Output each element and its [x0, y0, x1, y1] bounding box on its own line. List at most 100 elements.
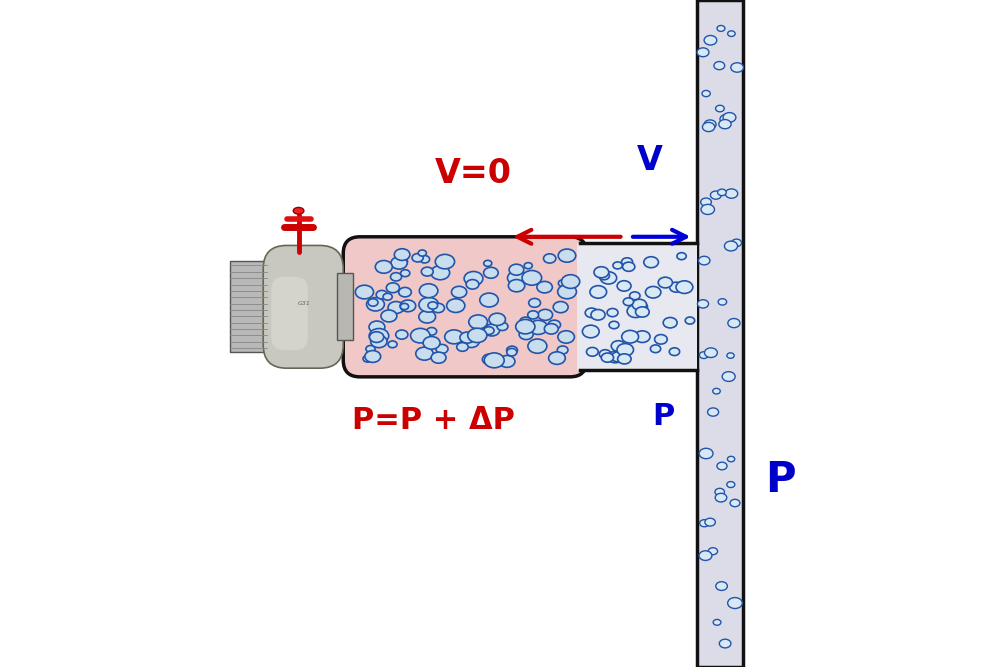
- Ellipse shape: [419, 297, 439, 312]
- Ellipse shape: [508, 271, 527, 285]
- Ellipse shape: [363, 356, 372, 362]
- Ellipse shape: [590, 285, 607, 298]
- Ellipse shape: [432, 303, 444, 313]
- Ellipse shape: [705, 518, 715, 526]
- Ellipse shape: [499, 356, 515, 368]
- Ellipse shape: [369, 329, 389, 344]
- FancyBboxPatch shape: [263, 245, 343, 368]
- Ellipse shape: [722, 372, 735, 382]
- Ellipse shape: [699, 448, 713, 459]
- Ellipse shape: [730, 500, 740, 507]
- Ellipse shape: [701, 198, 711, 206]
- Ellipse shape: [623, 262, 635, 271]
- Ellipse shape: [644, 257, 658, 267]
- Ellipse shape: [528, 339, 547, 354]
- Text: P: P: [652, 402, 675, 432]
- Ellipse shape: [715, 488, 724, 496]
- Ellipse shape: [391, 257, 407, 269]
- Bar: [697, 0, 743, 667]
- Ellipse shape: [728, 598, 742, 608]
- Ellipse shape: [732, 239, 742, 247]
- Ellipse shape: [717, 25, 725, 31]
- Ellipse shape: [529, 298, 541, 307]
- Ellipse shape: [463, 336, 479, 348]
- Ellipse shape: [699, 551, 712, 560]
- Ellipse shape: [636, 302, 647, 311]
- Ellipse shape: [399, 287, 411, 297]
- Ellipse shape: [728, 31, 735, 37]
- Ellipse shape: [401, 269, 410, 277]
- Text: P: P: [765, 460, 795, 501]
- Ellipse shape: [561, 275, 580, 288]
- Ellipse shape: [718, 189, 726, 195]
- Ellipse shape: [553, 301, 568, 313]
- Ellipse shape: [699, 352, 708, 359]
- Ellipse shape: [719, 119, 731, 129]
- Ellipse shape: [524, 263, 532, 269]
- Ellipse shape: [697, 299, 709, 308]
- Ellipse shape: [537, 281, 552, 293]
- Ellipse shape: [698, 256, 710, 265]
- Text: G31: G31: [298, 301, 311, 306]
- Ellipse shape: [516, 319, 535, 334]
- FancyBboxPatch shape: [271, 277, 308, 350]
- Ellipse shape: [468, 328, 487, 343]
- Ellipse shape: [370, 331, 384, 342]
- Ellipse shape: [558, 285, 576, 299]
- Ellipse shape: [708, 548, 718, 555]
- Ellipse shape: [544, 323, 558, 334]
- Ellipse shape: [421, 267, 433, 276]
- Ellipse shape: [436, 344, 448, 354]
- Ellipse shape: [376, 290, 388, 299]
- Ellipse shape: [558, 331, 574, 343]
- Ellipse shape: [394, 249, 410, 260]
- Ellipse shape: [558, 249, 576, 262]
- Ellipse shape: [367, 297, 384, 311]
- Ellipse shape: [725, 189, 738, 198]
- Ellipse shape: [484, 260, 492, 266]
- Ellipse shape: [507, 348, 517, 356]
- Ellipse shape: [617, 344, 634, 356]
- Ellipse shape: [388, 341, 397, 348]
- Ellipse shape: [630, 292, 640, 299]
- Ellipse shape: [591, 309, 605, 320]
- Ellipse shape: [670, 282, 683, 292]
- Ellipse shape: [396, 330, 408, 339]
- Ellipse shape: [718, 299, 727, 305]
- Ellipse shape: [509, 264, 524, 275]
- Ellipse shape: [697, 48, 709, 57]
- Ellipse shape: [419, 283, 438, 297]
- Ellipse shape: [489, 313, 505, 325]
- Ellipse shape: [369, 321, 385, 333]
- Ellipse shape: [431, 265, 450, 279]
- Ellipse shape: [466, 279, 479, 289]
- Ellipse shape: [635, 331, 650, 342]
- Ellipse shape: [365, 351, 381, 362]
- Ellipse shape: [558, 279, 568, 287]
- Ellipse shape: [427, 327, 437, 335]
- Ellipse shape: [544, 254, 556, 263]
- Ellipse shape: [548, 320, 561, 329]
- Ellipse shape: [585, 308, 598, 317]
- Ellipse shape: [390, 273, 402, 281]
- Ellipse shape: [702, 122, 715, 131]
- Ellipse shape: [636, 307, 649, 317]
- Ellipse shape: [416, 347, 433, 360]
- Ellipse shape: [663, 317, 677, 328]
- Ellipse shape: [702, 91, 710, 97]
- Ellipse shape: [677, 253, 686, 259]
- Ellipse shape: [400, 300, 416, 311]
- Ellipse shape: [538, 309, 553, 320]
- Ellipse shape: [445, 330, 463, 344]
- Ellipse shape: [528, 311, 539, 319]
- Ellipse shape: [731, 63, 743, 72]
- Ellipse shape: [507, 346, 517, 354]
- Ellipse shape: [607, 308, 618, 317]
- Ellipse shape: [676, 281, 693, 293]
- Ellipse shape: [613, 262, 622, 269]
- Ellipse shape: [713, 620, 721, 625]
- Ellipse shape: [412, 253, 423, 262]
- Ellipse shape: [717, 462, 727, 470]
- Ellipse shape: [451, 286, 467, 297]
- Ellipse shape: [655, 335, 667, 344]
